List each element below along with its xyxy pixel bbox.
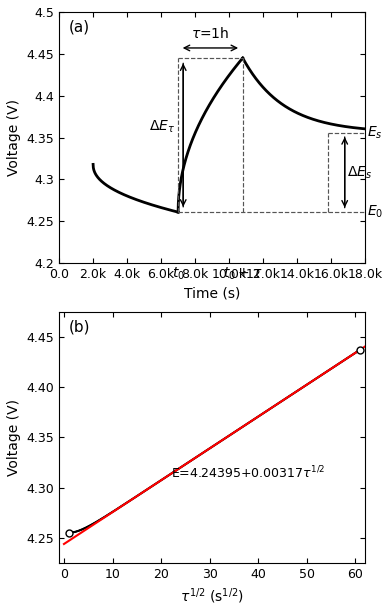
Text: $\Delta E_{\tau}$: $\Delta E_{\tau}$ xyxy=(149,118,175,135)
Text: $t_{0}+\tau$: $t_{0}+\tau$ xyxy=(223,266,262,282)
Text: $\Delta E_{s}$: $\Delta E_{s}$ xyxy=(347,164,372,181)
Text: (a): (a) xyxy=(68,20,89,34)
Text: $t_{0}$: $t_{0}$ xyxy=(172,266,184,282)
Text: (b): (b) xyxy=(68,319,90,334)
Text: $E_{0}$: $E_{0}$ xyxy=(367,204,383,220)
Y-axis label: Voltage (V): Voltage (V) xyxy=(7,99,21,176)
X-axis label: $\tau^{1/2}\ \mathrm{(s^{1/2})}$: $\tau^{1/2}\ \mathrm{(s^{1/2})}$ xyxy=(180,587,244,606)
Text: E=4.24395+0.00317$\tau^{1/2}$: E=4.24395+0.00317$\tau^{1/2}$ xyxy=(171,464,325,481)
Text: $\tau$=1h: $\tau$=1h xyxy=(191,26,230,41)
Y-axis label: Voltage (V): Voltage (V) xyxy=(7,399,21,476)
Text: $E_{s}$: $E_{s}$ xyxy=(367,124,383,141)
X-axis label: Time (s): Time (s) xyxy=(184,287,240,300)
